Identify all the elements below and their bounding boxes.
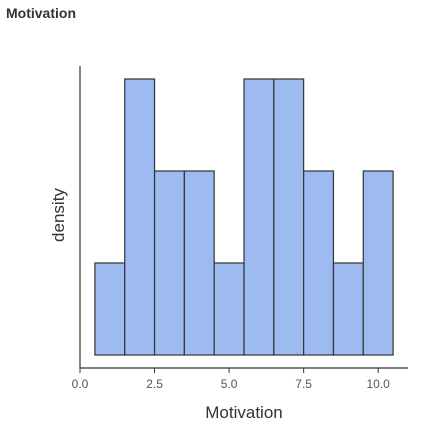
panel-title: Motivation [6,5,76,21]
histogram-bar [124,78,156,356]
histogram-bar [332,262,364,356]
histogram-bar [183,170,215,356]
x-tick-label: 2.5 [146,377,163,391]
histogram-bar [303,170,335,356]
histogram-bar [273,78,305,356]
x-axis-title: Motivation [205,403,282,422]
x-tick-label: 0.0 [72,377,89,391]
histogram-bar [243,78,275,356]
histogram-bar [94,262,126,356]
y-axis-title: density [49,188,68,242]
x-tick-label: 5.0 [221,377,238,391]
x-tick-label: 7.5 [295,377,312,391]
histogram-bars [94,78,394,356]
x-tick-label: 10.0 [367,377,391,391]
histogram-bar [153,170,185,356]
histogram-bar [362,170,394,356]
histogram-bar [213,262,245,356]
x-axis-ticks: 0.0 2.5 5.0 7.5 10.0 [72,368,391,391]
